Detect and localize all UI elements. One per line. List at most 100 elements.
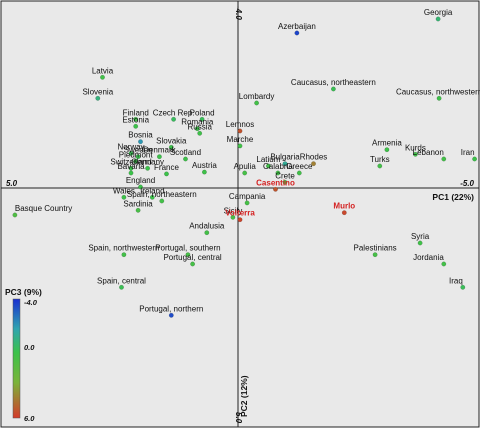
point-austria: [201, 169, 207, 175]
point-label-syria: Syria: [411, 232, 430, 241]
point-spain-northeastern: [159, 198, 165, 204]
point-poland: [199, 116, 205, 122]
point-label-portugal-northern: Portugal, northern: [139, 304, 203, 313]
point-crete: [282, 179, 288, 185]
point-label-calabria: Calabria: [263, 162, 293, 171]
point-estonia: [133, 123, 139, 129]
point-label-marche: Marche: [227, 135, 254, 144]
point-label-switzerland: Switzerland: [110, 157, 151, 166]
data-points: Georgia Azerbaijan Latvia Slovenia Caucasus,…: [12, 8, 480, 318]
point-finland: [133, 116, 139, 122]
y-tick-bottom: 5.0: [234, 412, 243, 424]
point-label-piedmont: Piedmont: [119, 150, 154, 159]
point-label-georgia: Georgia: [424, 8, 453, 17]
point-label-azerbaijan: Azerbaijan: [278, 22, 316, 31]
point-label-bavaria: Bavaria: [117, 162, 145, 171]
point-switzerland: [128, 165, 134, 171]
point-andalusia: [204, 230, 210, 236]
point-label-germany: Germany: [131, 157, 164, 166]
point-armenia: [384, 147, 390, 153]
point-murlo: [341, 210, 347, 216]
point-wales: [121, 194, 127, 200]
point-basque-country: [12, 212, 18, 218]
point-portugal-southern: [185, 252, 191, 258]
point-label-finland: Finland: [123, 108, 149, 117]
point-palestinians: [372, 252, 378, 258]
point-norway: [128, 150, 134, 156]
point-label-casentino: Casentino: [256, 178, 295, 187]
legend-tick-mid: 0.0: [24, 343, 35, 352]
point-portugal-central: [190, 261, 196, 267]
legend-title: PC3 (9%): [5, 287, 42, 297]
point-label-andalusia: Andalusia: [189, 222, 225, 231]
point-czech-rep: [171, 116, 177, 122]
point-label-austria: Austria: [192, 161, 217, 170]
point-spain-central: [119, 284, 124, 290]
point-label-armenia: Armenia: [372, 139, 402, 148]
point-azerbaijan: [294, 30, 300, 36]
point-bavaria: [128, 170, 134, 176]
point-latium: [265, 163, 271, 169]
point-label-wales: Wales: [113, 186, 135, 195]
point-label-basque-country: Basque Country: [15, 204, 72, 213]
point-label-romania: Romania: [181, 118, 214, 127]
point-label-denmark: Denmark: [143, 146, 176, 155]
point-label-slovenia: Slovenia: [82, 87, 113, 96]
point-iran: [472, 156, 477, 162]
point-kurds: [412, 151, 418, 157]
point-georgia: [435, 16, 441, 22]
point-slovenia: [95, 95, 101, 101]
point-label-iran: Iran: [461, 148, 475, 157]
point-label-crete: Crete: [275, 171, 295, 180]
point-label-kurds: Kurds: [405, 143, 426, 152]
point-label-estonia: Estonia: [122, 115, 149, 124]
point-label-volterra: Volterra: [225, 209, 255, 218]
point-label-jordania: Jordania: [413, 253, 444, 262]
point-france: [164, 171, 169, 177]
point-lebanon: [441, 156, 447, 162]
point-label-caucasus-northwestern: Caucasus, northwestern: [396, 87, 480, 96]
point-label-sweden: Sweden: [124, 146, 153, 155]
point-volterra: [237, 217, 243, 223]
point-russia: [197, 130, 203, 136]
point-label-france: France: [154, 163, 179, 172]
point-label-portugal-central: Portugal, central: [163, 253, 221, 262]
point-label-turks: Turks: [370, 155, 390, 164]
point-label-bosnia: Bosnia: [128, 131, 153, 140]
point-label-apulia: Apulia: [234, 162, 257, 171]
point-label-palestinians: Palestinians: [354, 244, 397, 253]
point-label-lebanon: Lebanon: [413, 148, 444, 157]
point-campania: [244, 200, 250, 206]
x-tick-right: -5.0: [460, 179, 474, 188]
point-rhodes: [311, 161, 316, 167]
point-iraq: [460, 284, 466, 290]
point-sweden: [135, 154, 141, 160]
point-bulgaria: [282, 161, 288, 167]
point-spain-northwestern: [121, 252, 127, 258]
y-tick-top: -4.0: [234, 6, 243, 20]
point-england: [138, 184, 143, 190]
y-axis-title: PC2 (12%): [239, 375, 249, 417]
point-label-bulgaria: Bulgaria: [270, 153, 300, 162]
point-jordania: [441, 261, 447, 267]
point-label-campania: Campania: [229, 192, 266, 201]
legend-color-bar: [12, 298, 21, 419]
point-label-rhodes: Rhodes: [300, 153, 328, 162]
point-caucasus-northeastern: [330, 86, 336, 92]
point-calabria: [275, 170, 281, 176]
pc3-color-legend: PC3 (9%) -4.0 0.0 6.0: [5, 287, 42, 423]
point-label-iraq: Iraq: [449, 276, 463, 285]
point-label-sardinia: Sardinia: [123, 199, 153, 208]
point-sardinia: [135, 207, 141, 213]
point-label-spain-northwestern: Spain, northwestern: [88, 244, 159, 253]
point-sicily: [230, 214, 236, 220]
point-label-norway: Norway: [117, 142, 144, 151]
legend-tick-min: -4.0: [24, 298, 38, 307]
point-denmark: [156, 154, 162, 160]
point-label-latvia: Latvia: [92, 66, 114, 75]
point-slovakia: [168, 144, 174, 150]
point-label-scotland: Scotland: [170, 148, 201, 157]
point-portugal-northern: [168, 312, 174, 318]
